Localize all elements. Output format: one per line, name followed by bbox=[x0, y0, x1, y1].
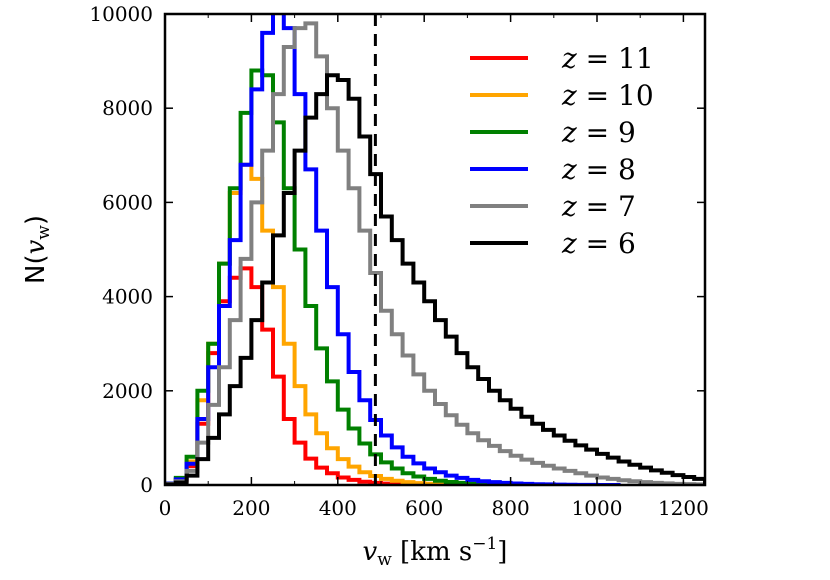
legend-label: z = 11 bbox=[561, 42, 654, 75]
series-line-z-7 bbox=[165, 21, 705, 485]
axes: 0 200 400 600 800 1000 1200 0 2000 4000 6000 8000 10… bbox=[21, 2, 709, 570]
y-tick-label: 2000 bbox=[102, 379, 153, 403]
legend-label: z = 7 bbox=[561, 190, 636, 223]
legend: z = 11 z = 10 z = 9 z = 8 z = 7 z = 6 bbox=[470, 42, 654, 260]
legend-label: z = 9 bbox=[561, 116, 636, 149]
y-tick-label: 4000 bbox=[102, 285, 153, 309]
x-axis-label: vw [km s−1] bbox=[363, 534, 508, 570]
legend-label: z = 6 bbox=[561, 227, 636, 260]
legend-label: z = 8 bbox=[561, 153, 636, 186]
x-tick-label: 1000 bbox=[572, 496, 623, 520]
x-tick-label: 600 bbox=[405, 496, 443, 520]
y-tick-label: 10000 bbox=[89, 2, 153, 26]
y-tick-label: 0 bbox=[140, 473, 153, 497]
x-tick-label: 0 bbox=[159, 496, 172, 520]
y-tick-label: 6000 bbox=[102, 190, 153, 214]
x-tick-label: 400 bbox=[319, 496, 357, 520]
series-line-z-6 bbox=[165, 73, 705, 485]
y-tick-label: 8000 bbox=[102, 96, 153, 120]
axes-frame bbox=[163, 12, 707, 487]
legend-label: z = 10 bbox=[561, 79, 654, 112]
x-tick-label: 800 bbox=[492, 496, 530, 520]
series-line-z-8 bbox=[165, 14, 621, 485]
x-tick-label: 1200 bbox=[658, 496, 709, 520]
y-axis-label: N(vw) bbox=[21, 215, 54, 284]
x-tick-label: 200 bbox=[232, 496, 270, 520]
